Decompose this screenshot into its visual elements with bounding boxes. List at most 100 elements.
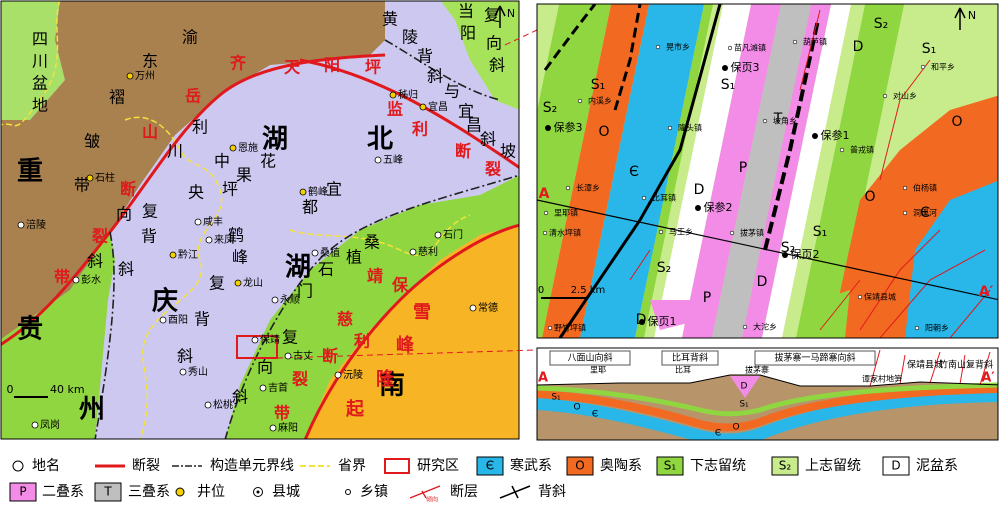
map-label: 坪: [365, 58, 381, 77]
well-label: 保参2: [704, 200, 733, 214]
town-label: 洞溪河: [913, 208, 937, 218]
map-label: 果: [236, 166, 252, 185]
map-label: 南: [379, 371, 405, 401]
legend-symbol-text: D: [891, 459, 900, 473]
town-label: 涪陵: [26, 218, 46, 231]
map-label: 斜: [427, 67, 443, 86]
town-marker: [641, 195, 647, 201]
town-label: 野竹坪镇: [554, 323, 586, 333]
strata-label: D: [757, 274, 768, 290]
map-label: 门: [297, 282, 313, 301]
town-label: 马王乡: [669, 228, 693, 237]
legend: 地名 断裂 构造单元界线 省界 研究区 Є 寒武系 O 奥陶系 S₁ 下志留统 S₂ 上志留统 D 泥盆系 P…: [9, 456, 958, 504]
legend-label: 二叠系: [42, 484, 84, 500]
strata-label: O: [732, 423, 739, 433]
map-label: 渝: [182, 28, 198, 47]
map-label: 峰: [396, 334, 415, 356]
section-frame: [536, 347, 999, 441]
town-marker: [543, 210, 549, 216]
map-label: 四: [32, 30, 48, 49]
legend-symbol: [345, 489, 351, 495]
map-label: 慈: [337, 310, 353, 329]
legend-swatch: [656, 456, 684, 476]
north-label: N: [507, 7, 515, 20]
town-label: 慈利: [418, 245, 438, 258]
legend-symbol: [384, 458, 410, 474]
legend-swatch: [476, 456, 504, 476]
town-label: 保靖县城: [864, 292, 896, 302]
well-marker: [782, 252, 788, 258]
town-marker: [17, 221, 25, 229]
legend-swatch: [771, 456, 799, 476]
town-label: 沅陵: [343, 368, 363, 381]
legend-symbol: [256, 490, 260, 494]
strata-label: Є: [629, 164, 639, 180]
town-label: 彭水: [81, 273, 101, 286]
section-end: A: [538, 371, 548, 386]
map-label: 阳: [324, 56, 340, 75]
map-label: 桑: [364, 233, 380, 252]
place-label: 比耳: [675, 365, 691, 375]
map-label: 植: [346, 248, 362, 267]
town-label: 吉首: [268, 381, 288, 394]
map-label: 复: [142, 202, 158, 221]
town-marker: [259, 384, 267, 392]
town-marker: [374, 156, 382, 164]
fault: [558, 4, 722, 338]
town-marker: [159, 316, 167, 324]
town-label: 对山乡: [893, 91, 917, 101]
map-label: 复: [282, 328, 298, 347]
north-arrow: [494, 5, 506, 28]
strata-label: T: [773, 111, 783, 127]
strata-label: O: [864, 189, 875, 205]
town-marker: [857, 294, 863, 300]
fault: [543, 4, 642, 111]
structure-label: 八面山向斜: [567, 352, 612, 364]
town-label: 伯杨镇: [913, 183, 937, 193]
strata-label: P: [739, 160, 747, 176]
map-label: 利: [354, 332, 370, 351]
map-label: 向: [257, 358, 273, 377]
town-marker: [389, 91, 397, 99]
town-marker: [251, 336, 259, 344]
town-label: 龙山: [243, 276, 263, 289]
town-label: 宜昌: [428, 100, 448, 113]
town-label: 常德: [478, 301, 498, 314]
town-label: 凤岗: [40, 419, 60, 431]
legend-label: 上志留统: [805, 458, 861, 474]
map-label: 阳: [460, 24, 476, 43]
legend-symbol-text: S₁: [664, 459, 677, 473]
town-marker: [542, 230, 548, 236]
left-frame: [0, 0, 520, 440]
scale-label: 2.5 km: [571, 285, 606, 296]
legend-swatch: [94, 482, 122, 502]
well-marker: [722, 65, 728, 71]
town-marker: [882, 93, 888, 99]
map-label: 断: [322, 347, 338, 366]
strata-label: D: [741, 382, 748, 392]
town-marker: [920, 64, 926, 70]
town-marker: [126, 72, 134, 80]
strata-label: S₁: [922, 41, 937, 57]
slope-unit: [440, 1, 519, 110]
town-marker: [565, 185, 571, 191]
town-marker: [667, 125, 673, 131]
structure-label: 比耳背斜: [672, 352, 708, 364]
well-label: 保页3: [731, 60, 760, 74]
town-label: 苗凡滩镇: [734, 43, 766, 53]
town-label: 比耳镇: [652, 193, 676, 203]
strata-label: O: [951, 114, 962, 130]
town-label: 阳朝乡: [925, 324, 949, 333]
map-label: 背: [141, 227, 157, 246]
xuefeng-unit: [305, 225, 519, 439]
town-marker: [72, 276, 80, 284]
town-label: 古丈: [293, 349, 313, 362]
strata-label: D: [694, 182, 705, 198]
strata-label: S₂: [781, 240, 796, 256]
map-label: 断: [455, 142, 471, 161]
map-label: 川: [32, 52, 48, 71]
north-arrow: [954, 7, 966, 30]
map-label: 靖: [367, 267, 383, 286]
town-label: 来凤: [214, 234, 234, 246]
scale-label: 0: [7, 383, 14, 396]
